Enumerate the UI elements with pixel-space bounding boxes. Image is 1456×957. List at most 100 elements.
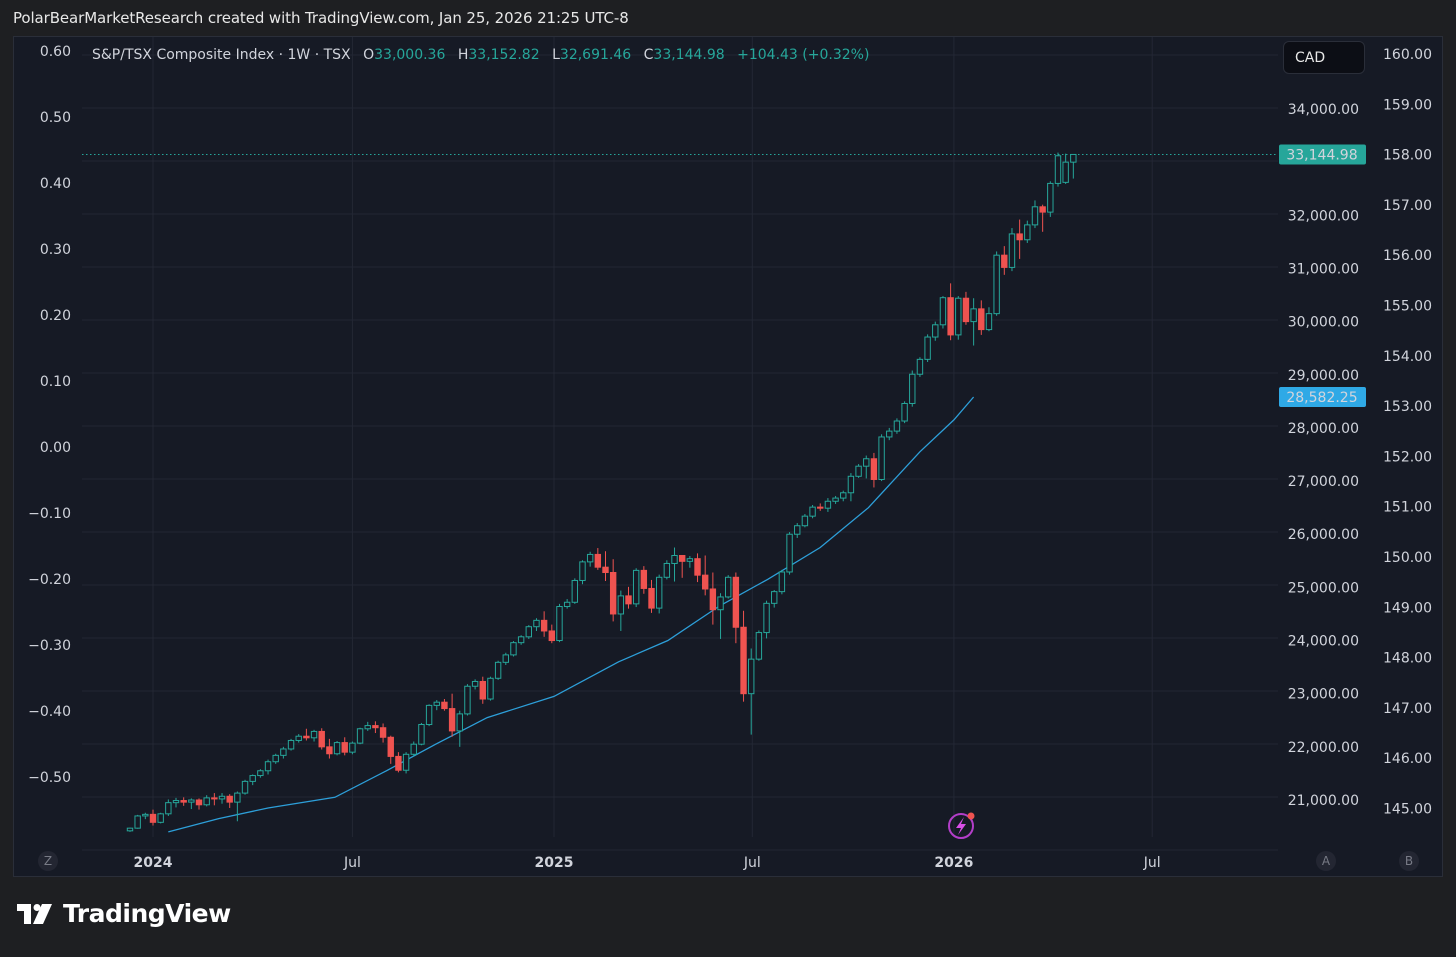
candle-body bbox=[410, 743, 417, 755]
price-axis-tick: 28,000.00 bbox=[1288, 421, 1359, 437]
candle-body bbox=[234, 792, 241, 803]
candle bbox=[924, 334, 931, 363]
candle bbox=[1054, 152, 1062, 187]
candle bbox=[1047, 181, 1054, 217]
candle-body bbox=[149, 813, 157, 823]
candle bbox=[303, 728, 310, 741]
left-axis-tick: 0.00 bbox=[40, 440, 71, 456]
scale-b-button[interactable]: B bbox=[1399, 851, 1419, 871]
candle-body bbox=[364, 725, 371, 730]
right-axis-tick: 155.00 bbox=[1383, 299, 1432, 315]
candle-body bbox=[978, 308, 985, 331]
candle-body bbox=[586, 553, 594, 563]
left-axis-tick: −0.50 bbox=[28, 770, 71, 786]
candle bbox=[632, 568, 640, 608]
grid bbox=[82, 37, 1278, 851]
last-price-label: 33,144.98 bbox=[1286, 147, 1357, 163]
price-axis-tick: 31,000.00 bbox=[1288, 261, 1359, 277]
candle-body bbox=[295, 735, 302, 741]
chart-panel[interactable]: 0.60 0.50 0.40 0.30 0.20 0.10 0.00 −0.10 −0.20 −0… bbox=[13, 36, 1443, 877]
candle bbox=[886, 427, 893, 441]
candle bbox=[418, 722, 425, 746]
candle-body bbox=[778, 571, 786, 593]
candle-body bbox=[1024, 224, 1031, 241]
candle-body bbox=[310, 730, 318, 739]
candle-body bbox=[425, 704, 433, 726]
candle-body bbox=[678, 554, 686, 562]
candle bbox=[763, 600, 770, 639]
candle-body bbox=[494, 661, 502, 679]
candle bbox=[387, 735, 394, 764]
moving-average bbox=[168, 396, 975, 833]
candle-body bbox=[341, 742, 348, 753]
candle-body bbox=[824, 500, 832, 509]
legend-low-label: L bbox=[552, 47, 560, 63]
candle-body bbox=[1016, 233, 1023, 241]
candle-body bbox=[1054, 155, 1062, 184]
candle bbox=[425, 704, 433, 727]
timezone-z-button[interactable]: Z bbox=[38, 851, 58, 871]
candle bbox=[870, 452, 878, 488]
currency-button[interactable]: CAD bbox=[1283, 41, 1365, 74]
candle bbox=[218, 793, 226, 804]
candle bbox=[126, 827, 134, 832]
brand-name: TradingView bbox=[63, 899, 231, 928]
candle-body bbox=[832, 497, 839, 502]
right-axis-tick: 145.00 bbox=[1383, 802, 1432, 818]
candle-body bbox=[970, 308, 977, 323]
candle-body bbox=[556, 606, 563, 642]
candle bbox=[671, 547, 678, 582]
candle bbox=[149, 809, 157, 826]
legend-close-label: C bbox=[643, 47, 654, 63]
candle-body bbox=[602, 566, 609, 574]
candle bbox=[134, 814, 141, 829]
tradingview-logo-icon bbox=[17, 903, 52, 924]
candle-body bbox=[717, 596, 724, 611]
candle-body bbox=[195, 799, 203, 806]
candle bbox=[586, 551, 594, 567]
right-axis-tick: 153.00 bbox=[1383, 399, 1432, 415]
candle-body bbox=[771, 591, 778, 604]
right-axis-tick: 158.00 bbox=[1383, 148, 1432, 164]
price-axis-tick: 34,000.00 bbox=[1288, 102, 1359, 118]
candlestick-chart[interactable]: 0.60 0.50 0.40 0.30 0.20 0.10 0.00 −0.10 −0.20 −0… bbox=[14, 37, 1442, 876]
price-axis-tick: 22,000.00 bbox=[1288, 740, 1359, 756]
candle-body bbox=[1070, 153, 1077, 163]
ma-price-label: 28,582.25 bbox=[1286, 390, 1357, 406]
candle-body bbox=[694, 558, 701, 576]
candle-body bbox=[886, 430, 893, 438]
candle bbox=[203, 795, 210, 807]
candle-body bbox=[817, 506, 824, 509]
price-axis-tick: 21,000.00 bbox=[1288, 793, 1359, 809]
lightning-alert-icon[interactable] bbox=[948, 812, 975, 839]
left-axis-tick: 0.20 bbox=[40, 308, 71, 324]
candle bbox=[441, 699, 448, 711]
candle-body bbox=[985, 313, 993, 331]
candle bbox=[1062, 153, 1069, 184]
candle-body bbox=[356, 728, 364, 744]
candle bbox=[448, 693, 456, 737]
time-axis-label: 2026 bbox=[934, 855, 973, 871]
candle-body bbox=[1039, 206, 1046, 213]
candle-body bbox=[456, 713, 463, 732]
candle-body bbox=[809, 506, 816, 517]
candle bbox=[847, 473, 855, 502]
candle-body bbox=[640, 569, 648, 589]
candle-body bbox=[755, 632, 763, 660]
candle bbox=[510, 641, 517, 657]
candle-body bbox=[740, 626, 747, 695]
candle-body bbox=[655, 576, 663, 609]
price-axis-tick: 24,000.00 bbox=[1288, 634, 1359, 650]
candle-body bbox=[840, 492, 847, 499]
candle-body bbox=[901, 402, 908, 422]
right-axis: 160.00 159.00 158.00 157.00 156.00 155.00 154.… bbox=[1383, 47, 1432, 818]
candle bbox=[717, 593, 724, 639]
candle bbox=[341, 737, 348, 756]
candle-body bbox=[625, 595, 632, 605]
candle-body bbox=[287, 739, 295, 750]
candle-body bbox=[349, 742, 356, 753]
candle bbox=[832, 495, 839, 504]
right-axis-tick: 149.00 bbox=[1383, 600, 1432, 616]
auto-scale-button[interactable]: A bbox=[1316, 851, 1336, 871]
candle bbox=[257, 769, 264, 778]
